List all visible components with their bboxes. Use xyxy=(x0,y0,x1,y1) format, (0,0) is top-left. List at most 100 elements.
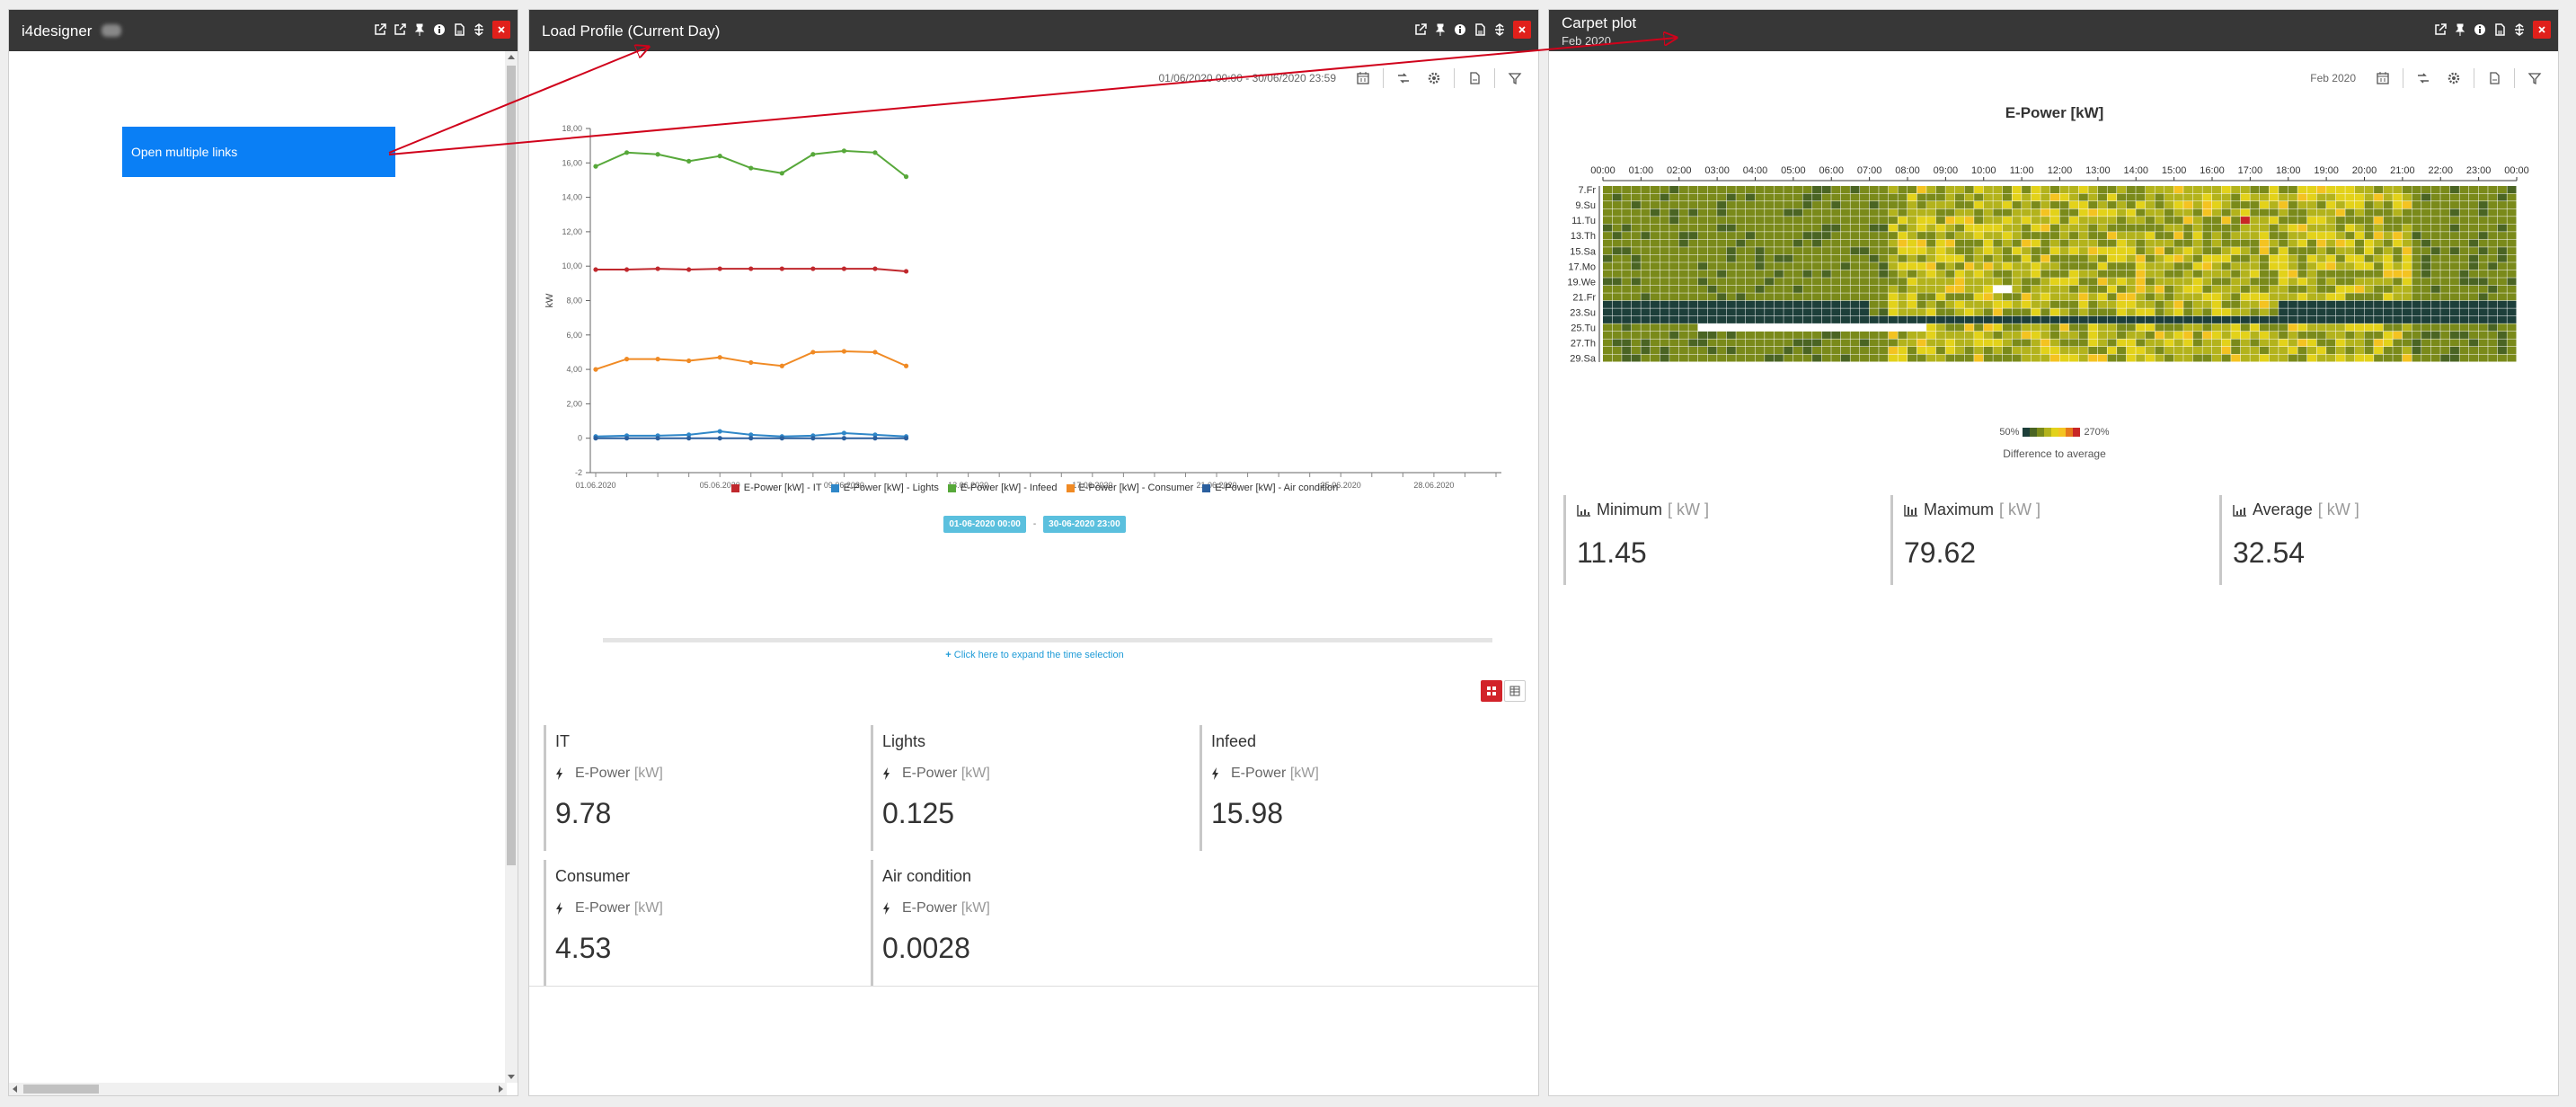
heatmap-cell[interactable] xyxy=(1831,346,1841,354)
heatmap-cell[interactable] xyxy=(2279,346,2288,354)
heatmap-cell[interactable] xyxy=(2040,278,2050,286)
heatmap-cell[interactable] xyxy=(2297,254,2307,262)
heatmap-cell[interactable] xyxy=(2412,300,2421,308)
heatmap-cell[interactable] xyxy=(2269,339,2279,347)
heatmap-cell[interactable] xyxy=(1622,193,1632,201)
data-point[interactable] xyxy=(872,436,878,441)
heatmap-cell[interactable] xyxy=(2145,262,2155,270)
heatmap-cell[interactable] xyxy=(1964,224,1974,232)
heatmap-cell[interactable] xyxy=(1993,346,2003,354)
heatmap-cell[interactable] xyxy=(2354,346,2364,354)
heatmap-cell[interactable] xyxy=(2393,247,2403,255)
heatmap-cell[interactable] xyxy=(1850,308,1860,316)
data-point[interactable] xyxy=(655,152,660,157)
heatmap-cell[interactable] xyxy=(2240,293,2250,301)
heatmap-cell[interactable] xyxy=(2231,201,2241,209)
heatmap-cell[interactable] xyxy=(2212,315,2222,323)
heatmap-cell[interactable] xyxy=(1821,354,1831,362)
heatmap-cell[interactable] xyxy=(2107,331,2117,339)
legend-item[interactable]: E-Power [kW] - Consumer xyxy=(1066,483,1193,493)
heatmap-cell[interactable] xyxy=(1688,186,1698,194)
heatmap-cell[interactable] xyxy=(2345,201,2355,209)
heatmap-cell[interactable] xyxy=(2269,193,2279,201)
heatmap-cell[interactable] xyxy=(2288,346,2297,354)
filter-icon[interactable] xyxy=(1504,67,1526,89)
heatmap-cell[interactable] xyxy=(1821,201,1831,209)
heatmap-cell[interactable] xyxy=(1622,354,1632,362)
heatmap-cell[interactable] xyxy=(2088,201,2098,209)
heatmap-cell[interactable] xyxy=(2449,262,2459,270)
heatmap-cell[interactable] xyxy=(2326,262,2336,270)
heatmap-cell[interactable] xyxy=(1983,308,1993,316)
heatmap-cell[interactable] xyxy=(2354,278,2364,286)
heatmap-cell[interactable] xyxy=(2421,186,2431,194)
heatmap-cell[interactable] xyxy=(1755,293,1765,301)
heatmap-cell[interactable] xyxy=(1765,278,1775,286)
heatmap-cell[interactable] xyxy=(2040,300,2050,308)
heatmap-cell[interactable] xyxy=(2212,217,2222,225)
heatmap-cell[interactable] xyxy=(1821,239,1831,247)
heatmap-cell[interactable] xyxy=(1954,186,1965,194)
heatmap-cell[interactable] xyxy=(1831,201,1841,209)
heatmap-cell[interactable] xyxy=(1850,239,1860,247)
heatmap-cell[interactable] xyxy=(2469,232,2479,240)
heatmap-cell[interactable] xyxy=(2164,247,2174,255)
heatmap-cell[interactable] xyxy=(1650,308,1660,316)
heatmap-cell[interactable] xyxy=(2478,186,2488,194)
heatmap-cell[interactable] xyxy=(1612,285,1622,293)
heatmap-cell[interactable] xyxy=(1765,315,1775,323)
data-point[interactable] xyxy=(717,154,722,159)
heatmap-cell[interactable] xyxy=(2240,262,2250,270)
heatmap-cell[interactable] xyxy=(1765,186,1775,194)
heatmap-cell[interactable] xyxy=(2354,217,2364,225)
heatmap-cell[interactable] xyxy=(2173,239,2183,247)
heatmap-cell[interactable] xyxy=(1765,331,1775,339)
heatmap-cell[interactable] xyxy=(1821,208,1831,217)
heatmap-cell[interactable] xyxy=(2022,346,2032,354)
heatmap-cell[interactable] xyxy=(1755,315,1765,323)
calendar-icon[interactable] xyxy=(1352,67,1374,89)
heatmap-cell[interactable] xyxy=(1898,293,1908,301)
heatmap-cell[interactable] xyxy=(1840,254,1850,262)
heatmap-cell[interactable] xyxy=(2449,270,2459,278)
data-point[interactable] xyxy=(872,150,878,155)
heatmap-cell[interactable] xyxy=(2088,232,2098,240)
heatmap-cell[interactable] xyxy=(2049,262,2059,270)
heatmap-cell[interactable] xyxy=(2250,331,2260,339)
heatmap-cell[interactable] xyxy=(1631,285,1641,293)
heatmap-cell[interactable] xyxy=(1993,201,2003,209)
heatmap-cell[interactable] xyxy=(2374,186,2384,194)
heatmap-cell[interactable] xyxy=(2393,186,2403,194)
heatmap-cell[interactable] xyxy=(2040,346,2050,354)
heatmap-cell[interactable] xyxy=(2088,346,2098,354)
heatmap-cell[interactable] xyxy=(2326,270,2336,278)
heatmap-cell[interactable] xyxy=(2097,201,2107,209)
heatmap-cell[interactable] xyxy=(2173,186,2183,194)
heatmap-cell[interactable] xyxy=(2212,270,2222,278)
heatmap-cell[interactable] xyxy=(2022,224,2032,232)
info-icon[interactable] xyxy=(1454,23,1466,36)
heatmap-cell[interactable] xyxy=(2440,270,2450,278)
heatmap-cell[interactable] xyxy=(2279,186,2288,194)
heatmap-cell[interactable] xyxy=(1774,285,1784,293)
heatmap-cell[interactable] xyxy=(2155,308,2164,316)
data-point[interactable] xyxy=(655,436,660,441)
heatmap-cell[interactable] xyxy=(2192,346,2202,354)
heatmap-cell[interactable] xyxy=(1993,270,2003,278)
heatmap-cell[interactable] xyxy=(2040,339,2050,347)
heatmap-cell[interactable] xyxy=(1707,232,1717,240)
heatmap-cell[interactable] xyxy=(2183,278,2193,286)
heatmap-cell[interactable] xyxy=(2136,278,2146,286)
heatmap-cell[interactable] xyxy=(1688,285,1698,293)
heatmap-cell[interactable] xyxy=(1888,232,1898,240)
heatmap-cell[interactable] xyxy=(2345,254,2355,262)
heatmap-cell[interactable] xyxy=(1812,315,1822,323)
heatmap-cell[interactable] xyxy=(2022,354,2032,362)
heatmap-cell[interactable] xyxy=(2288,270,2297,278)
heatmap-cell[interactable] xyxy=(2145,247,2155,255)
heatmap-cell[interactable] xyxy=(2288,308,2297,316)
heatmap-cell[interactable] xyxy=(1774,354,1784,362)
heatmap-cell[interactable] xyxy=(2002,339,2013,347)
heatmap-cell[interactable] xyxy=(2279,262,2288,270)
heatmap-cell[interactable] xyxy=(1879,285,1889,293)
